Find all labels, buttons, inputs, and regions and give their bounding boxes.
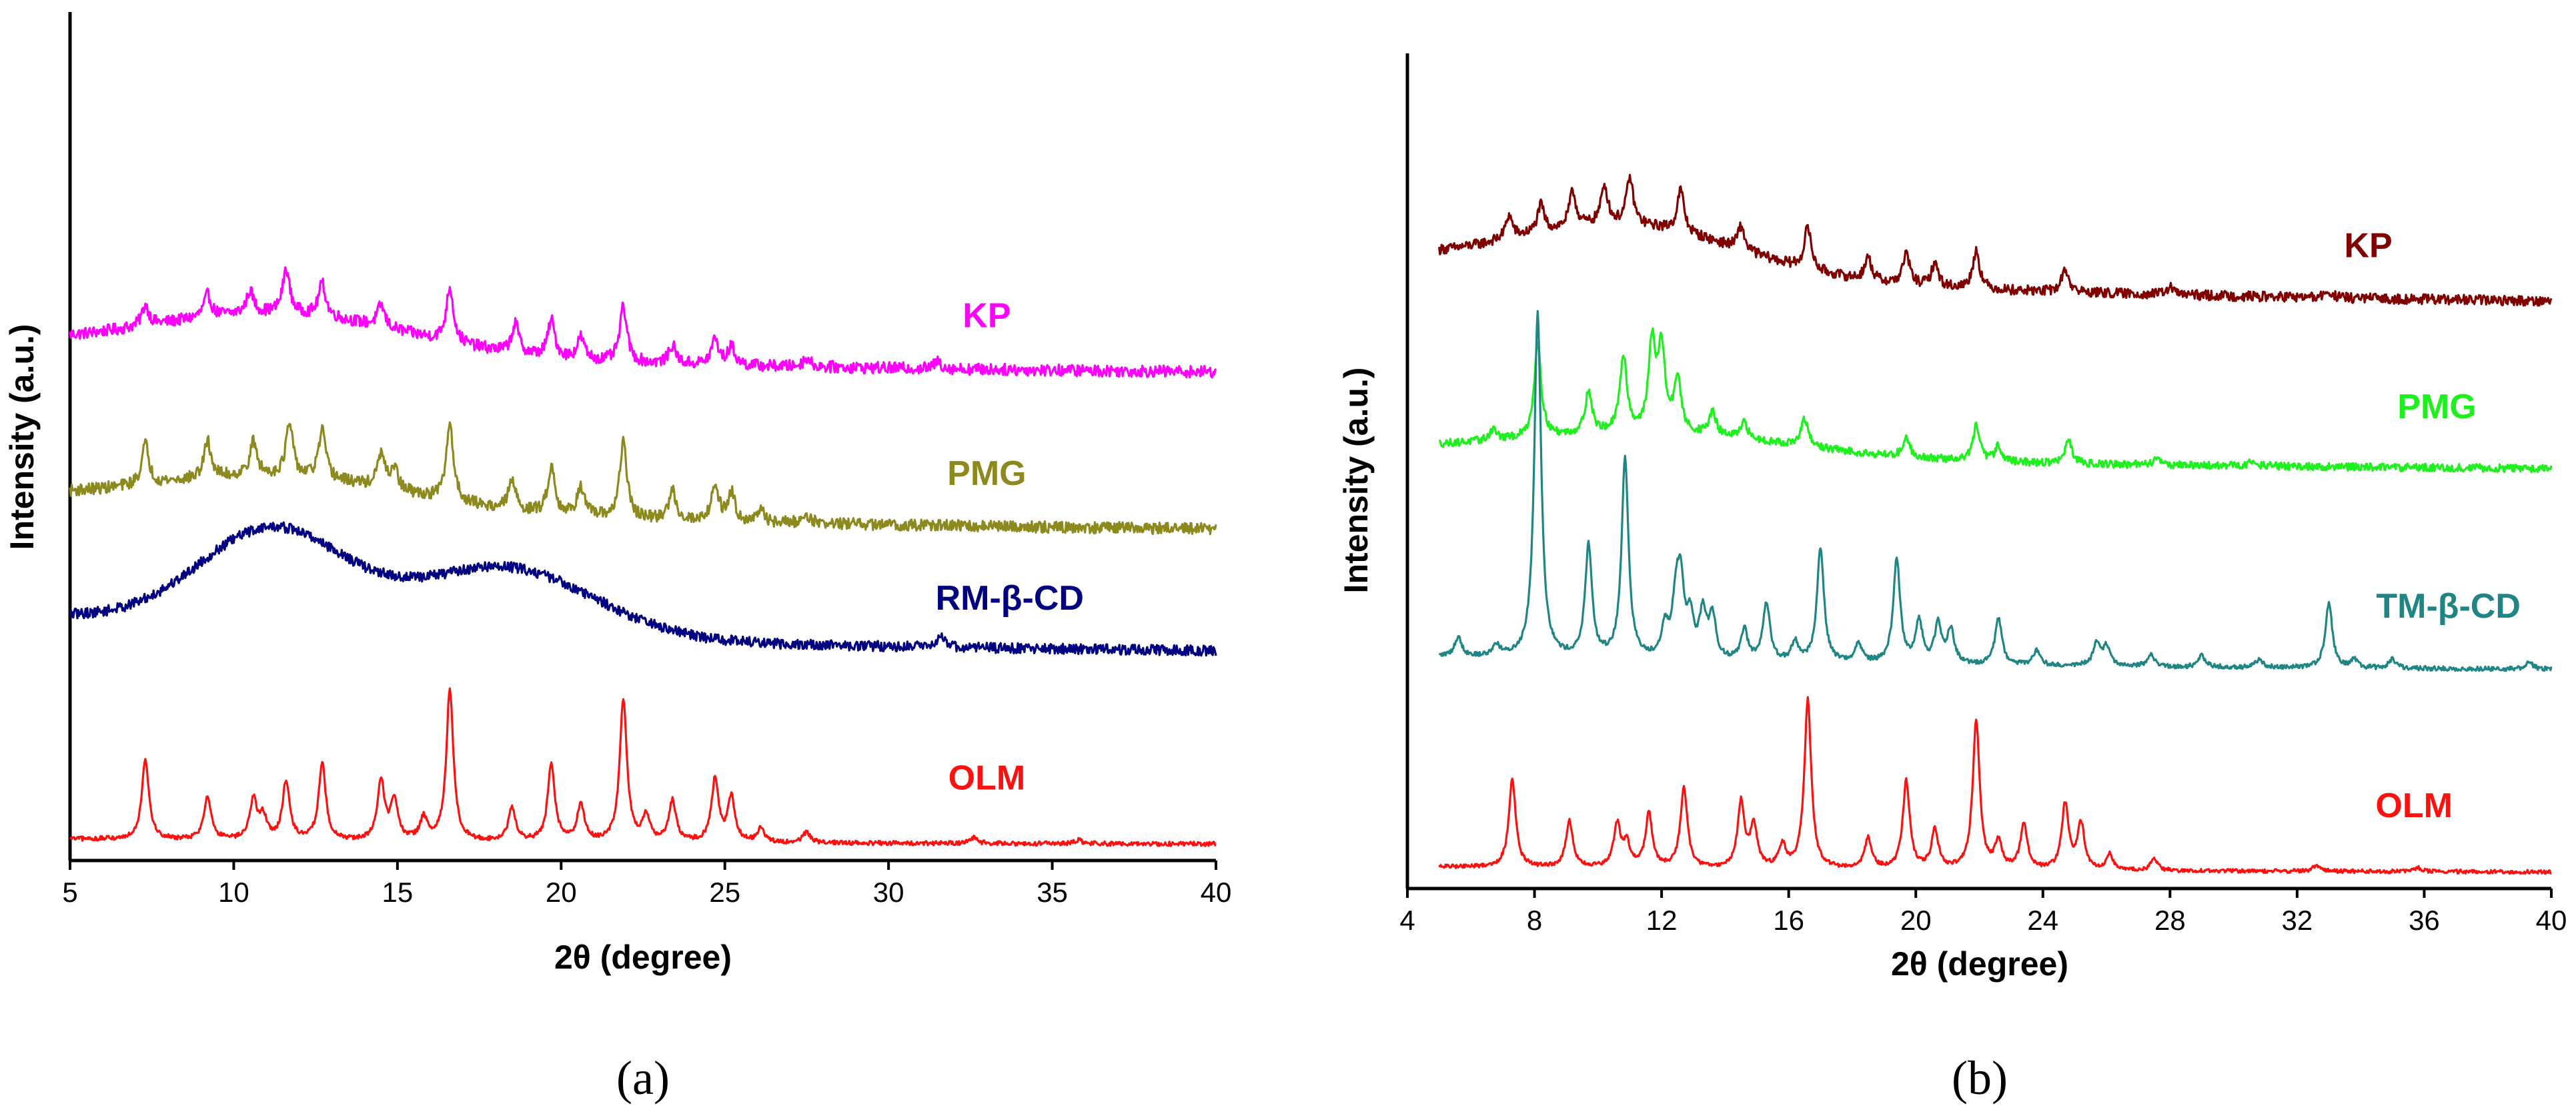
series-line-rm-cd: [69, 521, 1217, 657]
panel-b-series: KP PMG TM-β-CD OLM: [1438, 173, 2553, 875]
x-tick-label: 32: [2282, 905, 2313, 936]
series-label-tm-cd: TM-β-CD: [2376, 587, 2521, 626]
series-label-kp: KP: [962, 297, 1011, 336]
panel-a-x-ticks: 5 10 15 20 25 30 35 40: [62, 861, 1231, 908]
x-tick-label: 30: [873, 877, 904, 908]
x-tick-label: 4: [1399, 905, 1415, 936]
x-tick-label: 5: [62, 877, 77, 908]
x-tick-label: 8: [1527, 905, 1542, 936]
series-label-pmg: PMG: [2397, 388, 2476, 426]
series-label-pmg: PMG: [947, 454, 1026, 493]
x-tick-label: 20: [1900, 905, 1932, 936]
series-label-rm-cd: RM-β-CD: [936, 579, 1084, 618]
series-line-tm-cd: [1438, 310, 2553, 672]
panel-b-x-ticks: 4 8 12 16 20 24 28 32 36 40: [1399, 889, 2567, 936]
x-tick-label: 15: [382, 877, 413, 908]
panel-a-y-axis-label: Intensity (a.u.): [3, 324, 41, 550]
series-line-olm: [69, 687, 1217, 847]
x-tick-label: 12: [1646, 905, 1678, 936]
panel-b-y-axis-label: Intensity (a.u.): [1337, 368, 1375, 594]
x-tick-label: 25: [709, 877, 740, 908]
series-line-kp: [1438, 173, 2553, 307]
x-tick-label: 36: [2409, 905, 2440, 936]
x-tick-label: 40: [2536, 905, 2567, 936]
panel-a-x-axis-label: 2θ (degree): [554, 939, 732, 976]
panel-a: 5 10 15 20 25 30 35 40 KP PMG RM-β-CD OLM 2θ (degr…: [3, 12, 1231, 1105]
series-label-kp: KP: [2344, 226, 2392, 265]
panel-b: 4 8 12 16 20 24 28 32 36 40 KP PMG TM-β-CD OLM 2θ (d…: [1337, 53, 2567, 1105]
series-label-olm: OLM: [2375, 786, 2453, 825]
series-line-kp: [69, 266, 1217, 379]
x-tick-label: 24: [2027, 905, 2058, 936]
panel-a-series: KP PMG RM-β-CD OLM: [69, 266, 1217, 847]
x-tick-label: 16: [1773, 905, 1804, 936]
x-tick-label: 35: [1037, 877, 1068, 908]
panel-a-caption: (a): [616, 1051, 670, 1105]
series-label-olm: OLM: [948, 759, 1026, 798]
x-tick-label: 20: [546, 877, 577, 908]
panel-b-x-axis-label: 2θ (degree): [1891, 945, 2068, 983]
x-tick-label: 28: [2154, 905, 2186, 936]
x-tick-label: 40: [1201, 877, 1232, 908]
series-line-pmg: [69, 421, 1217, 536]
series-line-olm: [1438, 696, 2552, 875]
panel-b-caption: (b): [1952, 1051, 2008, 1105]
series-line-pmg: [1438, 327, 2553, 474]
x-tick-label: 10: [218, 877, 249, 908]
